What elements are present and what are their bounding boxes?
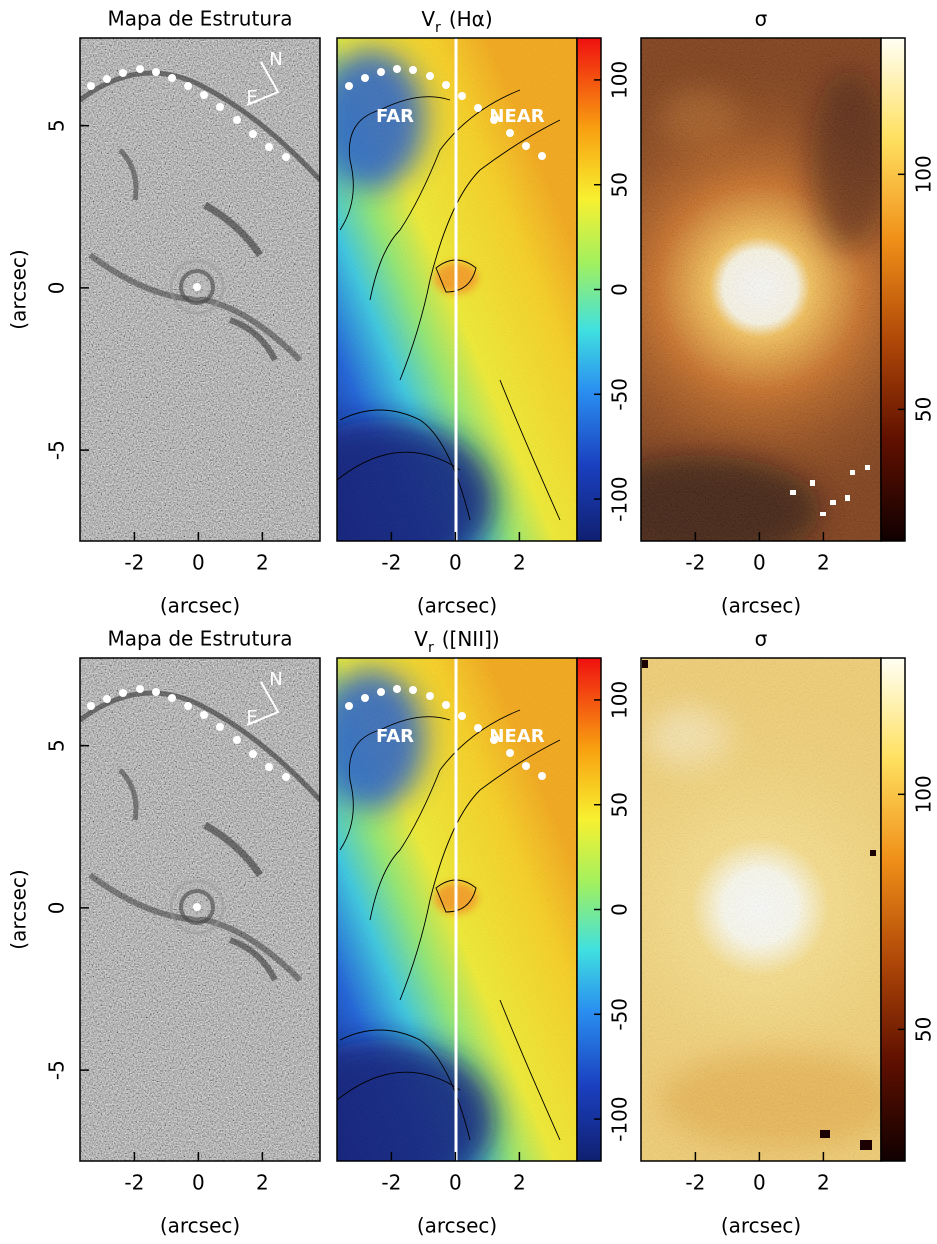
title-part: r xyxy=(435,20,441,36)
sigma-image xyxy=(641,38,881,541)
annotation: N xyxy=(269,669,282,690)
x-tick-label: -2 xyxy=(381,551,401,575)
y-tick-label: 5 xyxy=(45,739,69,752)
panel-title: σ xyxy=(755,627,768,651)
colorbar-tick-label: 0 xyxy=(608,283,632,296)
structure-image xyxy=(80,38,320,541)
colorbar-tick-label: 100 xyxy=(608,61,632,99)
colorbar-tick-label: 100 xyxy=(608,681,632,719)
x-tick-label: 0 xyxy=(753,1171,766,1195)
x-tick-label: 0 xyxy=(192,551,205,575)
annotation: FAR xyxy=(376,726,414,747)
annotation: NEAR xyxy=(489,106,544,127)
colorbar-tick-label: 0 xyxy=(608,903,632,916)
colorbar-tick-label: 50 xyxy=(912,397,936,422)
x-axis-label: (arcsec) xyxy=(160,594,240,618)
y-tick-label: 5 xyxy=(45,119,69,132)
x-tick-label: -2 xyxy=(124,551,144,575)
panel-title: Mapa de Estrutura xyxy=(108,627,293,651)
title-part: V xyxy=(421,7,435,31)
x-tick-label: 0 xyxy=(192,1171,205,1195)
x-tick-label: 2 xyxy=(513,1171,526,1195)
colorbar xyxy=(880,37,906,542)
x-tick-label: 0 xyxy=(449,551,462,575)
colorbar-tick-label: 100 xyxy=(912,155,936,193)
x-axis-label: (arcsec) xyxy=(721,594,801,618)
y-tick-label: -5 xyxy=(45,1060,69,1080)
panel-title: σ xyxy=(755,7,768,31)
colorbar-tick-label: -100 xyxy=(608,1096,632,1141)
annotation: NEAR xyxy=(489,726,544,747)
x-tick-label: 2 xyxy=(256,551,269,575)
y-axis-label: (arcsec) xyxy=(7,869,31,949)
sigma-image xyxy=(641,658,881,1161)
x-tick-label: -2 xyxy=(685,1171,705,1195)
x-tick-label: 2 xyxy=(256,1171,269,1195)
annotation: N xyxy=(269,49,282,70)
y-axis-label: (arcsec) xyxy=(7,249,31,329)
x-tick-label: 2 xyxy=(513,551,526,575)
panel-title: Vr ([NII]) xyxy=(414,627,499,657)
title-part: (Hα) xyxy=(449,7,493,31)
colorbar-tick-label: 50 xyxy=(608,792,632,817)
y-tick-label: 0 xyxy=(45,902,69,915)
panel-frame xyxy=(79,657,321,1162)
colorbar-tick-label: -50 xyxy=(608,998,632,1031)
x-axis-label: (arcsec) xyxy=(721,1214,801,1238)
structure-image xyxy=(80,658,320,1161)
x-tick-label: 0 xyxy=(753,551,766,575)
panel-title: Mapa de Estrutura xyxy=(108,7,293,31)
colorbar xyxy=(880,657,906,1162)
x-tick-label: 2 xyxy=(817,551,830,575)
colorbar-tick-label: 50 xyxy=(912,1017,936,1042)
colorbar-tick-label: 100 xyxy=(912,775,936,813)
x-axis-label: (arcsec) xyxy=(417,1214,497,1238)
title-part: r xyxy=(428,640,434,656)
x-axis-label: (arcsec) xyxy=(417,594,497,618)
title-part: V xyxy=(414,627,428,651)
x-axis-label: (arcsec) xyxy=(160,1214,240,1238)
panel-frame xyxy=(79,37,321,542)
colorbar-tick-label: -50 xyxy=(608,378,632,411)
y-tick-label: -5 xyxy=(45,440,69,460)
annotation: E xyxy=(246,707,257,728)
x-tick-label: -2 xyxy=(381,1171,401,1195)
x-tick-label: 2 xyxy=(817,1171,830,1195)
x-tick-label: -2 xyxy=(124,1171,144,1195)
y-tick-label: 0 xyxy=(45,282,69,295)
title-part: ([NII]) xyxy=(442,627,500,651)
annotation: FAR xyxy=(376,106,414,127)
panel-title: Vr (Hα) xyxy=(421,7,492,37)
annotation: E xyxy=(246,87,257,108)
x-tick-label: -2 xyxy=(685,551,705,575)
colorbar-tick-label: -100 xyxy=(608,476,632,521)
x-tick-label: 0 xyxy=(449,1171,462,1195)
colorbar-tick-label: 50 xyxy=(608,172,632,197)
